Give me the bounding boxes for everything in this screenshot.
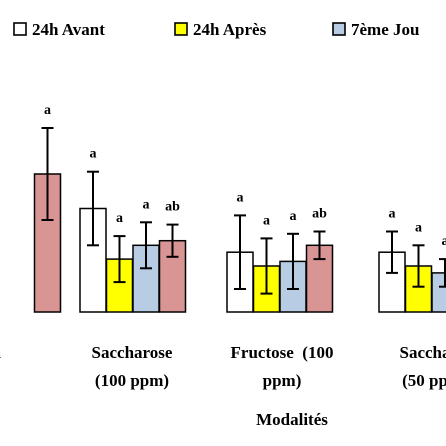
significance-letter-s1-c3: a xyxy=(237,190,244,205)
legend-swatch-2 xyxy=(174,22,188,36)
category-label-2-line1: Saccharose xyxy=(92,343,173,362)
category-label-1-line1: in xyxy=(0,343,2,362)
legend-label-1: 24h Avant xyxy=(32,20,105,39)
category-label-4-line1: Saccha xyxy=(400,343,446,362)
significance-letter-s1-c2: a xyxy=(90,147,97,162)
legend-label-2: 24h Après xyxy=(193,20,267,39)
bar-s3-c4 xyxy=(431,272,446,313)
significance-letter-s4-c1: a xyxy=(44,103,51,118)
significance-letter-s4-c3: ab xyxy=(312,207,327,222)
category-label-3-line2: ppm) xyxy=(263,371,302,390)
legend-swatch-3 xyxy=(332,22,346,36)
significance-letter-s2-c3: a xyxy=(263,213,270,228)
category-label-2-line2: (100 ppm) xyxy=(95,371,169,390)
category-label-4-line2: (50 pp xyxy=(402,371,446,390)
legend: 24h Avant 24h Après 7ème Jou xyxy=(13,20,419,39)
significance-letter-s1-c4: a xyxy=(389,207,396,222)
x-axis-label: Modalités xyxy=(256,410,328,429)
significance-letter-s3-c4: a xyxy=(442,234,446,249)
legend-label-3: 7ème Jou xyxy=(351,20,419,39)
significance-letter-s4-c2: ab xyxy=(165,200,180,215)
category-label-3-line1: Fructose (100 xyxy=(231,343,334,362)
significance-letter-s3-c3: a xyxy=(290,209,297,224)
legend-swatch-1 xyxy=(13,22,27,36)
significance-letter-s2-c4: a xyxy=(415,220,422,235)
significance-letter-s2-c2: a xyxy=(116,211,123,226)
significance-letter-s3-c2: a xyxy=(143,197,150,212)
category-labels: in Saccharose (100 ppm) Fructose (100 ppm) Sa… xyxy=(0,343,446,390)
